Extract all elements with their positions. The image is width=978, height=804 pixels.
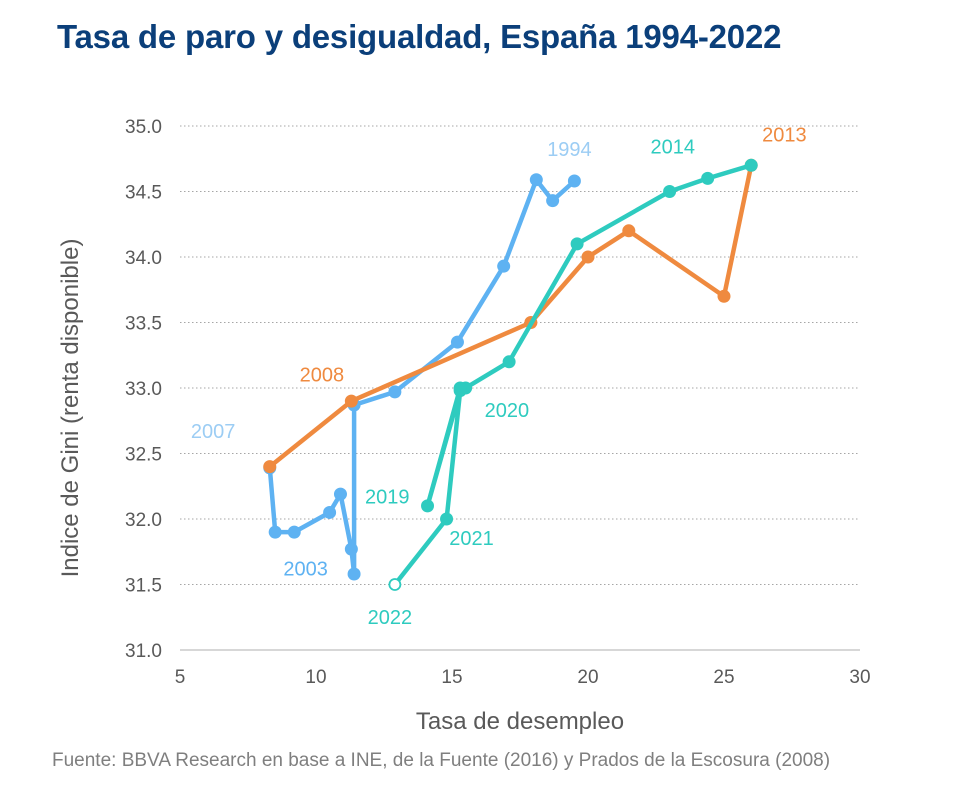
data-point [663,185,677,198]
data-point [546,194,560,208]
annotation-label: 2020 [485,400,530,422]
annotation-label: 2007 [191,421,236,443]
series-layer [263,158,758,591]
chart-title: Tasa de paro y desigualdad, España 1994-… [57,18,782,55]
annotation-label: 2021 [449,528,494,550]
gridlines [180,125,860,585]
data-point [287,525,301,539]
y-tick-label: 31.0 [125,641,162,662]
source-note: Fuente: BBVA Research en base a INE, de … [52,750,831,771]
x-tick-label: 20 [577,667,598,688]
series-3 [388,158,758,591]
data-point [502,355,516,369]
data-point [268,525,282,539]
data-point [323,505,337,519]
data-point [453,384,467,398]
y-tick-label: 33.0 [125,379,162,400]
y-tick-label: 33.5 [125,314,162,335]
y-tick-label: 34.5 [125,183,162,204]
data-point [622,224,636,238]
data-point [263,460,277,474]
annotation-label: 1994 [547,139,592,161]
annotation-label: 2003 [283,558,328,580]
data-point [344,394,358,408]
x-axis-title: Tasa de desempleo [416,708,624,735]
data-point [529,173,543,187]
series-2 [263,158,758,474]
y-tick-label: 32.0 [125,510,162,531]
annotation-label: 2022 [368,607,413,629]
y-tick-label: 32.5 [125,445,162,466]
data-point [717,289,731,303]
series-1 [263,173,581,581]
data-point [421,499,435,513]
y-tick-label: 31.5 [125,576,162,597]
data-point [450,335,464,349]
series-line [267,177,577,577]
annotation-label: 2014 [651,137,696,159]
annotation-label: 2019 [365,486,410,508]
data-point [497,259,511,273]
data-point [440,512,454,526]
x-tick-label: 5 [175,667,186,688]
data-point [570,237,584,251]
data-point [567,174,581,188]
chart-plot: 31.0 31.5 32.0 32.5 33.0 33.5 34.0 34.5 35.0 5 10… [57,117,871,735]
data-point [333,487,347,501]
data-point [581,250,595,264]
y-tick-labels: 31.0 31.5 32.0 32.5 33.0 33.5 34.0 34.5 35.0 [125,117,162,662]
y-axis-title: Indice de Gini (renta disponible) [57,239,84,578]
data-point [388,385,402,399]
x-tick-label: 15 [441,667,462,688]
y-tick-label: 35.0 [125,117,162,138]
data-point [701,171,715,185]
annotations: 1994 2007 2003 2008 2013 2014 2019 2020 2021 2022 [191,125,807,629]
data-point [344,542,358,556]
x-tick-label: 25 [713,667,734,688]
y-tick-label: 34.0 [125,248,162,269]
x-tick-labels: 5 10 15 20 25 30 [175,667,871,688]
annotation-label: 2013 [762,125,807,147]
data-point [347,567,361,581]
x-tick-label: 30 [849,667,870,688]
x-tick-label: 10 [305,667,326,688]
data-point [744,158,758,172]
annotation-label: 2008 [300,364,345,386]
data-point [388,578,402,591]
